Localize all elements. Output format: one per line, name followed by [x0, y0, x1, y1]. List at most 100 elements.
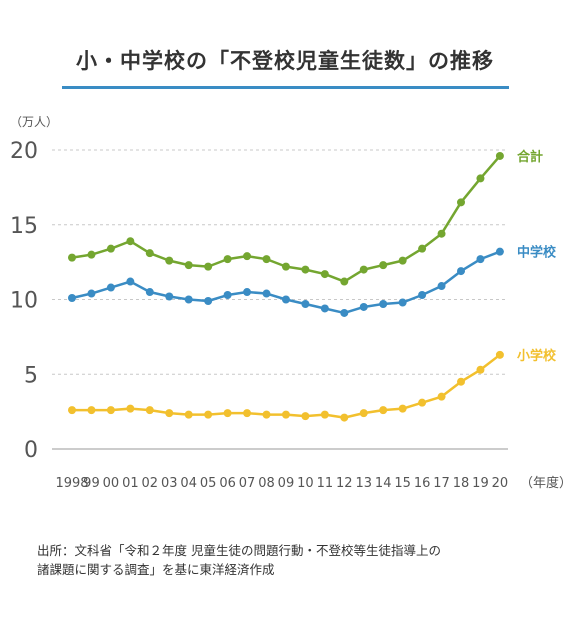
data-point	[359, 302, 368, 311]
data-point	[281, 410, 290, 419]
data-point	[301, 412, 310, 421]
data-point	[223, 409, 232, 418]
data-point	[126, 404, 135, 413]
data-point	[87, 289, 96, 298]
data-point	[87, 406, 96, 415]
x-tick-label: 20	[492, 476, 509, 491]
data-point	[359, 409, 368, 418]
series-label: 合計	[517, 149, 543, 165]
data-point	[145, 406, 154, 415]
data-point	[398, 298, 407, 307]
data-point	[495, 151, 504, 160]
data-point	[165, 256, 174, 265]
x-tick-label: 13	[355, 476, 372, 491]
data-point	[320, 270, 329, 279]
x-tick-label: 07	[239, 476, 256, 491]
data-point	[126, 277, 135, 286]
x-tick-label: 01	[122, 476, 139, 491]
data-point	[106, 283, 115, 292]
data-point	[379, 299, 388, 308]
data-point	[301, 265, 310, 274]
data-point	[68, 294, 76, 303]
x-tick-label: 09	[278, 476, 295, 491]
y-axis-label: （万人）	[10, 115, 58, 129]
x-tick-label: 14	[375, 476, 392, 491]
x-tick-label: 10	[297, 476, 314, 491]
data-point	[106, 406, 115, 415]
x-tick-label: 19	[472, 476, 489, 491]
data-point	[204, 410, 213, 419]
x-tick-label: 08	[258, 476, 275, 491]
data-point	[68, 406, 76, 415]
x-tick-label: 16	[414, 476, 431, 491]
x-tick-label: 1998	[55, 476, 88, 491]
data-point	[340, 308, 349, 317]
y-tick-label: 5	[24, 363, 38, 388]
x-tick-label: 04	[180, 476, 197, 491]
data-point	[340, 413, 349, 422]
data-point	[184, 295, 193, 304]
data-point	[476, 255, 485, 264]
x-tick-label: 00	[103, 476, 120, 491]
data-point	[437, 229, 446, 238]
data-point	[281, 295, 290, 304]
data-point	[204, 262, 213, 271]
data-point	[379, 261, 388, 270]
data-point	[476, 174, 485, 183]
data-point	[418, 244, 427, 253]
x-tick-label: 15	[394, 476, 411, 491]
data-point	[223, 255, 232, 264]
data-point	[457, 377, 465, 386]
data-point	[262, 255, 271, 264]
data-point	[437, 282, 446, 291]
series-label: 中学校	[517, 245, 557, 261]
data-point	[457, 198, 465, 207]
data-point	[495, 247, 504, 256]
data-point	[126, 237, 135, 246]
data-point	[243, 252, 252, 261]
data-point	[204, 296, 213, 305]
series-label: 小学校	[517, 348, 557, 364]
data-point	[398, 256, 407, 265]
y-tick-label: 0	[24, 438, 38, 463]
data-point	[243, 288, 252, 297]
data-point	[359, 265, 368, 274]
data-point	[418, 291, 427, 300]
y-tick-label: 10	[10, 289, 38, 314]
x-axis-label: （年度）	[520, 475, 570, 491]
chart-title: 小・中学校の「不登校児童生徒数」の推移	[76, 49, 494, 73]
data-point	[87, 250, 96, 259]
data-point	[398, 404, 407, 413]
x-tick-label: 11	[317, 476, 334, 491]
x-tick-label: 03	[161, 476, 178, 491]
data-point	[301, 299, 310, 308]
data-point	[476, 365, 485, 374]
data-point	[106, 244, 115, 253]
data-point	[340, 277, 349, 286]
x-tick-label: 06	[219, 476, 236, 491]
data-point	[165, 409, 174, 418]
data-point	[379, 406, 388, 415]
data-point	[223, 291, 232, 300]
data-point	[145, 288, 154, 297]
y-tick-label: 20	[10, 139, 38, 164]
source-line-1: 出所：文科省「令和２年度 児童生徒の問題行動・不登校等生徒指導上の	[37, 543, 441, 558]
data-point	[68, 253, 76, 262]
data-point	[243, 409, 252, 418]
data-point	[281, 262, 290, 271]
data-point	[262, 410, 271, 419]
data-point	[437, 392, 446, 401]
x-tick-label: 05	[200, 476, 217, 491]
data-point	[495, 350, 504, 359]
x-tick-label: 12	[336, 476, 353, 491]
data-point	[184, 261, 193, 270]
title-underline	[62, 86, 509, 89]
data-point	[184, 410, 193, 419]
data-point	[262, 289, 271, 298]
data-point	[320, 410, 329, 419]
x-tick-label: 18	[453, 476, 470, 491]
x-tick-label: 99	[83, 476, 100, 491]
series-line	[71, 250, 501, 315]
source-note: 出所：文科省「令和２年度 児童生徒の問題行動・不登校等生徒指導上の 諸課題に関す…	[37, 541, 547, 579]
